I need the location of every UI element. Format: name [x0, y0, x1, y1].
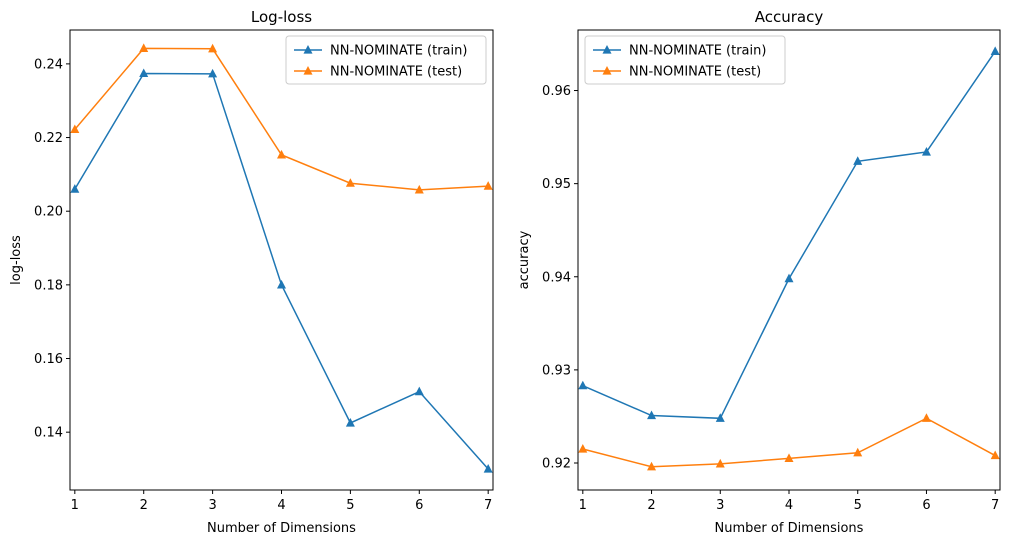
y-tick-label: 0.96 [542, 84, 571, 99]
data-point-s1-2 [208, 43, 218, 53]
y-tick-label: 0.16 [34, 352, 63, 367]
x-tick-label: 5 [346, 498, 354, 513]
data-point-s1-4 [345, 178, 355, 187]
data-point-s0-6 [990, 46, 1000, 56]
data-point-s0-3 [277, 279, 286, 289]
x-tick-label: 5 [854, 498, 862, 513]
axes-frame [69, 29, 494, 491]
data-point-s1-6 [483, 181, 493, 190]
data-point-s0-0 [578, 380, 588, 390]
legend-label-0: NN-NOMINATE (train) [330, 44, 467, 59]
legend: NN-NOMINATE (train) NN-NOMINATE (test) [285, 35, 487, 85]
legend-marker-1 [602, 66, 612, 75]
y-axis-label: accuracy [517, 230, 532, 289]
legend-marker-1 [303, 66, 313, 75]
data-point-s1-0 [70, 124, 80, 134]
x-tick-label: 2 [140, 498, 148, 513]
legend-label-1: NN-NOMINATE (test) [330, 65, 462, 80]
data-point-s1-6 [990, 450, 1000, 460]
chart-title: Accuracy [755, 8, 824, 26]
y-axis-label: log-loss [9, 235, 24, 285]
data-point-s0-1 [139, 68, 149, 78]
y-tick-label: 0.95 [542, 177, 571, 192]
x-tick-label: 4 [785, 498, 793, 513]
legend-box [285, 35, 487, 85]
y-tick-label: 0.22 [34, 131, 63, 146]
y-tick-label: 0.92 [542, 456, 571, 471]
data-point-s0-5 [414, 386, 424, 396]
x-tick-label: 2 [647, 498, 655, 513]
y-tick-label: 0.94 [542, 270, 571, 285]
data-point-s1-0 [578, 444, 588, 453]
x-tick-label: 6 [922, 498, 930, 513]
data-point-s1-5 [921, 413, 931, 422]
x-axis-label: Number of Dimensions [207, 521, 356, 536]
data-point-s0-6 [483, 464, 493, 473]
data-point-s0-2 [715, 413, 725, 422]
x-tick-label: 6 [415, 498, 423, 513]
data-point-s1-5 [414, 184, 424, 194]
x-axis-label: Number of Dimensions [715, 521, 864, 536]
data-point-s1-3 [784, 453, 794, 462]
legend-marker-0 [303, 45, 313, 54]
data-point-s1-4 [853, 447, 863, 457]
axes-frame [577, 29, 1001, 491]
x-tick-label: 7 [484, 498, 492, 513]
data-point-s0-0 [70, 184, 80, 193]
y-tick-label: 0.24 [34, 57, 63, 72]
data-point-s1-2 [715, 458, 725, 468]
y-tick-label: 0.14 [34, 426, 63, 441]
data-point-s0-5 [921, 146, 931, 156]
data-point-s1-1 [647, 461, 657, 471]
y-tick-label: 0.93 [542, 363, 571, 378]
legend-box [584, 35, 786, 85]
x-tick-label: 1 [71, 498, 79, 513]
x-tick-label: 3 [208, 498, 216, 513]
legend-label-1: NN-NOMINATE (test) [629, 65, 761, 80]
series-line-0 [582, 50, 996, 420]
accuracy-chart: Accuracy 1 2 3 4 5 6 7 0.92 0.93 0.94 0.95 0.96 Numbe… [517, 8, 1001, 536]
legend: NN-NOMINATE (train) NN-NOMINATE (test) [584, 35, 786, 85]
legend-marker-0 [602, 45, 612, 54]
data-point-s0-4 [853, 156, 863, 165]
data-point-s0-3 [784, 273, 794, 283]
data-point-s1-3 [277, 149, 286, 159]
y-tick-label: 0.20 [34, 205, 63, 220]
series-line-0 [74, 72, 489, 470]
x-tick-label: 4 [277, 498, 285, 513]
data-point-s0-2 [208, 68, 218, 78]
y-tick-label: 0.18 [34, 278, 63, 293]
logloss-chart: Log-loss 1 2 3 4 5 6 7 0.14 0.16 0.18 0.20 0.22 0.24 N… [9, 8, 494, 536]
x-tick-label: 7 [991, 498, 999, 513]
data-point-s0-1 [647, 410, 657, 420]
data-point-s0-4 [345, 417, 355, 427]
data-point-s1-1 [139, 43, 149, 53]
x-tick-label: 3 [716, 498, 724, 513]
chart-title: Log-loss [251, 8, 312, 26]
legend-label-0: NN-NOMINATE (train) [629, 44, 766, 59]
x-tick-label: 1 [579, 498, 587, 513]
